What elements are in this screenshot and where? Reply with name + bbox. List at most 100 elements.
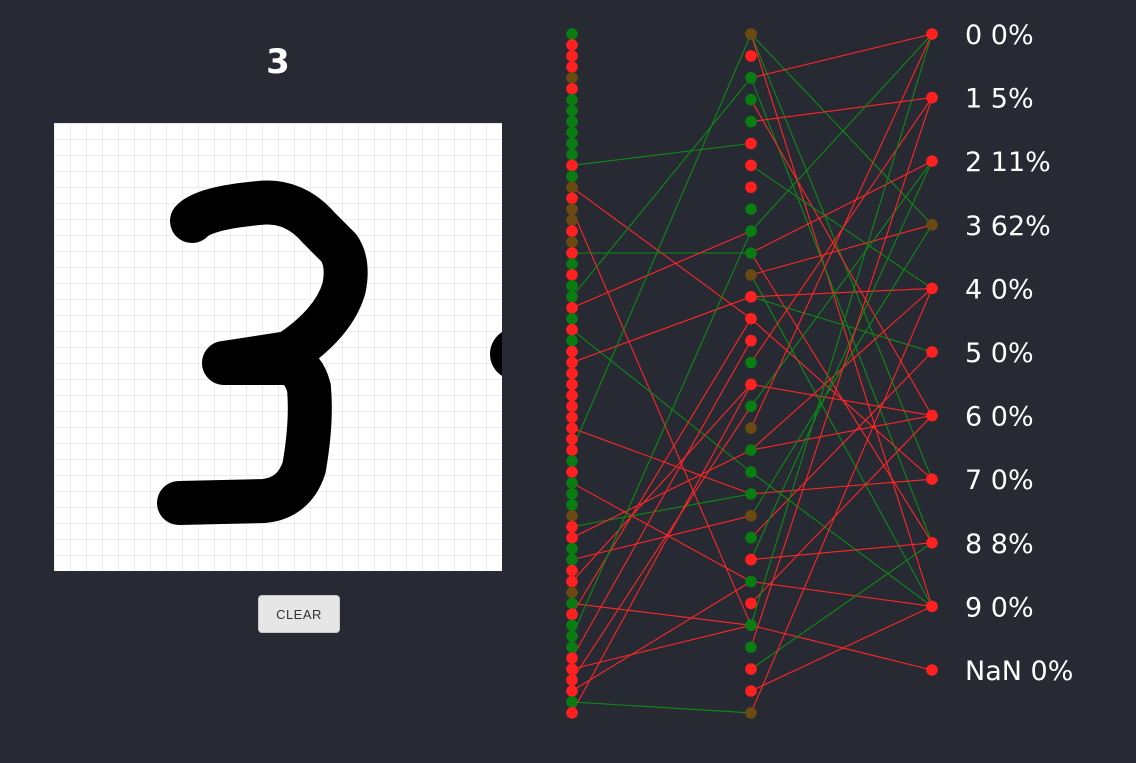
hidden-node xyxy=(745,28,757,40)
hidden-node xyxy=(745,115,757,128)
input-node xyxy=(566,148,578,161)
link-hidden-output xyxy=(750,33,933,79)
input-node xyxy=(566,400,578,413)
network-links xyxy=(571,33,933,714)
hidden-node xyxy=(745,444,757,456)
output-label: 2 11% xyxy=(965,147,1051,178)
link-input-hidden xyxy=(571,208,752,626)
hidden-node xyxy=(745,356,757,369)
output-label: NaN 0% xyxy=(965,656,1073,687)
hidden-node xyxy=(745,575,757,588)
link-hidden-output xyxy=(750,415,933,451)
link-hidden-output xyxy=(750,288,933,714)
link-hidden-output xyxy=(750,318,933,480)
input-node xyxy=(566,641,578,653)
input-node xyxy=(566,170,578,183)
link-input-hidden xyxy=(571,405,752,681)
link-input-hidden xyxy=(571,384,752,714)
input-node xyxy=(566,269,578,281)
output-label: 1 5% xyxy=(965,84,1034,115)
input-node xyxy=(566,280,578,292)
input-node xyxy=(566,159,578,172)
link-hidden-output xyxy=(750,97,933,123)
link-hidden-output xyxy=(750,77,933,543)
link-input-hidden xyxy=(571,449,752,539)
link-input-hidden xyxy=(571,493,752,528)
input-node xyxy=(566,367,578,380)
hidden-node xyxy=(745,553,757,566)
input-node xyxy=(566,466,578,478)
hidden-node xyxy=(745,663,757,675)
output-label: 4 0% xyxy=(965,274,1034,305)
input-node xyxy=(566,225,578,237)
input-node xyxy=(566,137,578,150)
link-input-hidden xyxy=(571,77,752,298)
input-node xyxy=(566,520,578,533)
output-label: 6 0% xyxy=(965,402,1034,433)
input-node xyxy=(566,696,578,708)
input-node xyxy=(566,28,578,40)
hidden-node xyxy=(745,400,757,413)
link-hidden-output xyxy=(750,99,933,416)
output-labels: 0 0% 1 5% 2 11% 3 62% 4 0% 5 0% 6 0% 7 0% 8 8% 9 … xyxy=(965,20,1073,687)
link-input-hidden xyxy=(571,624,752,670)
input-node xyxy=(566,488,578,500)
link-input-hidden xyxy=(571,33,752,451)
input-node xyxy=(566,608,578,621)
link-input-hidden xyxy=(571,230,752,637)
input-node xyxy=(566,630,578,643)
link-hidden-output xyxy=(750,160,933,407)
link-hidden-output xyxy=(750,542,933,670)
hidden-node xyxy=(745,488,757,500)
link-input-hidden xyxy=(571,142,752,166)
input-node xyxy=(566,181,578,194)
link-hidden-output xyxy=(750,287,933,451)
link-input-hidden xyxy=(571,515,752,561)
input-node xyxy=(566,50,578,62)
link-hidden-output xyxy=(750,252,933,544)
link-hidden-output xyxy=(750,33,933,607)
link-input-hidden xyxy=(571,427,752,495)
input-node xyxy=(566,389,578,402)
output-label: 9 0% xyxy=(965,592,1034,623)
link-hidden-output xyxy=(750,287,933,298)
output-label: 5 0% xyxy=(965,338,1034,369)
hidden-node xyxy=(745,72,757,84)
input-node xyxy=(566,652,578,664)
input-node xyxy=(566,39,578,51)
input-node xyxy=(566,323,578,336)
predicted-digit: 3 xyxy=(266,42,290,82)
link-input-hidden xyxy=(571,581,752,692)
input-node xyxy=(566,236,578,248)
hidden-node xyxy=(745,378,757,391)
hidden-node xyxy=(745,510,757,522)
link-hidden-output xyxy=(750,33,933,626)
input-node xyxy=(566,510,578,522)
input-node xyxy=(566,115,578,128)
output-node xyxy=(926,537,938,549)
link-input-hidden xyxy=(571,384,752,582)
output-label: 0 0% xyxy=(965,20,1034,51)
link-input-hidden xyxy=(571,318,752,615)
input-node xyxy=(566,93,578,106)
output-node xyxy=(926,282,938,295)
output-label: 3 62% xyxy=(965,211,1051,242)
hidden-node xyxy=(745,50,757,62)
input-node xyxy=(566,564,578,577)
input-node xyxy=(566,575,578,588)
input-node xyxy=(566,126,578,139)
input-node xyxy=(566,104,578,117)
link-hidden-output xyxy=(750,160,933,560)
link-hidden-output xyxy=(750,274,933,607)
hidden-node xyxy=(745,269,757,281)
link-hidden-output xyxy=(750,33,933,226)
output-node xyxy=(926,409,938,422)
clear-button[interactable]: CLEAR xyxy=(258,595,340,633)
link-input-hidden xyxy=(571,296,752,364)
hidden-node xyxy=(745,247,757,259)
drawing-canvas[interactable] xyxy=(54,123,502,571)
hidden-node xyxy=(745,707,757,719)
input-node xyxy=(566,433,578,445)
input-node xyxy=(566,72,578,84)
output-label: 7 0% xyxy=(965,465,1034,496)
